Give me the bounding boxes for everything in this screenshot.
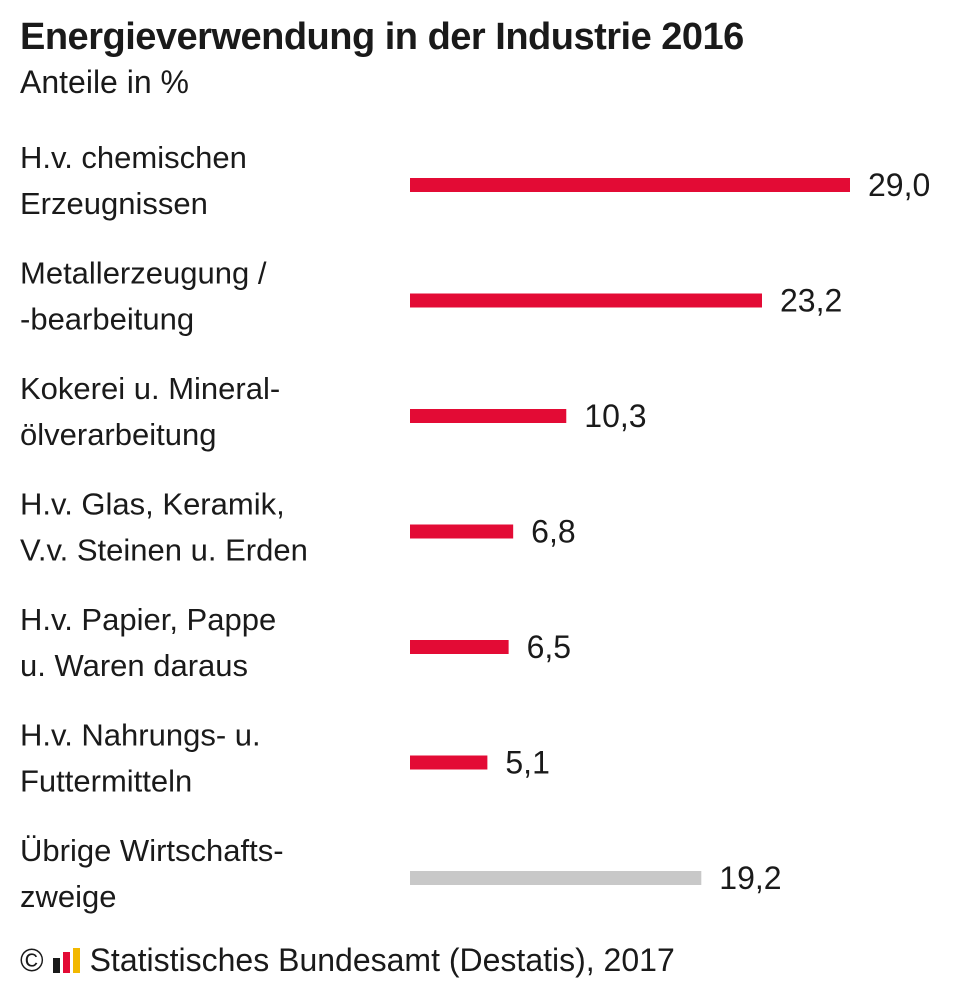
- category-label-line: u. Waren daraus: [20, 648, 248, 683]
- category-label-line: H.v. Papier, Pappe: [20, 602, 276, 637]
- destatis-logo-icon: [52, 947, 80, 973]
- chart-title: Energieverwendung in der Industrie 2016: [20, 16, 744, 58]
- value-label: 10,3: [584, 398, 646, 434]
- source-text: Statistisches Bundesamt (Destatis), 2017: [89, 942, 675, 978]
- category-label: H.v. Papier, Pappe u. Waren daraus: [20, 602, 276, 683]
- bar: [410, 640, 509, 654]
- category-label-line: ölverarbeitung: [20, 417, 216, 452]
- bar: [410, 871, 702, 885]
- bar-chart: H.v. chemischen Erzeugnissen 29,0 Metallerz…: [20, 140, 930, 914]
- category-label-line: V.v. Steinen u. Erden: [20, 533, 308, 568]
- copyright-symbol: ©: [20, 942, 44, 978]
- bar: [410, 755, 488, 770]
- category-label-line: Erzeugnissen: [20, 186, 208, 221]
- category-label: H.v. chemischen Erzeugnissen: [20, 140, 247, 221]
- bar: [410, 293, 762, 308]
- source-footer: © Statistisches Bundesamt (Destatis), 20…: [20, 942, 675, 979]
- bar: [410, 524, 514, 539]
- value-label: 23,2: [780, 283, 842, 319]
- category-label-line: H.v. Nahrungs- u.: [20, 718, 261, 753]
- chart-subtitle: Anteile in %: [20, 64, 189, 100]
- value-label: 6,8: [531, 514, 575, 550]
- category-label-line: zweige: [20, 879, 117, 914]
- category-label-line: Metallerzeugung /: [20, 256, 267, 291]
- category-label: H.v. Glas, Keramik, V.v. Steinen u. Erden: [20, 487, 308, 568]
- category-label-line: Futtermitteln: [20, 764, 192, 799]
- category-label-line: Kokerei u. Mineral-: [20, 371, 280, 406]
- category-label-line: H.v. chemischen: [20, 140, 247, 175]
- category-label: Übrige Wirtschafts-zweige: [20, 833, 284, 914]
- category-label-line: -bearbeitung: [20, 302, 194, 337]
- category-label-line: Übrige Wirtschafts-: [20, 833, 284, 868]
- bar: [410, 178, 850, 192]
- category-label: Metallerzeugung / -bearbeitung: [20, 256, 267, 337]
- value-label: 29,0: [868, 167, 930, 203]
- bar: [410, 409, 567, 423]
- category-label: H.v. Nahrungs- u. Futtermitteln: [20, 718, 261, 799]
- category-label: Kokerei u. Mineral-ölverarbeitung: [20, 371, 280, 452]
- value-label: 5,1: [505, 745, 549, 781]
- value-label: 6,5: [527, 629, 571, 665]
- value-label: 19,2: [719, 860, 781, 896]
- category-label-line: H.v. Glas, Keramik,: [20, 487, 285, 522]
